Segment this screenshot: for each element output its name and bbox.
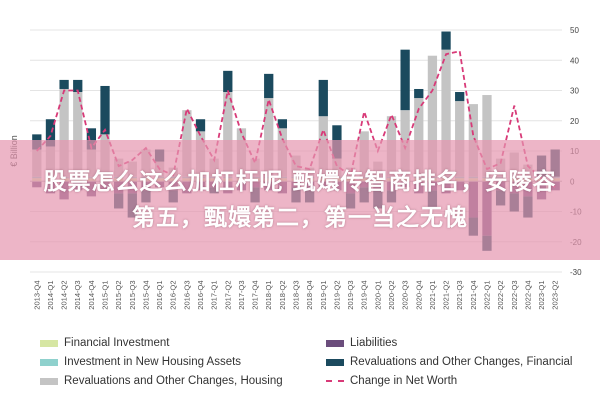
legend-label: Revaluations and Other Changes, Housing <box>64 375 283 387</box>
net-worth-line <box>36 50 556 189</box>
x-tick-label: 2014-Q4 <box>87 281 96 310</box>
legend-item-revaluations-financial: Revaluations and Other Changes, Financia… <box>326 356 572 368</box>
legend-item-investment-new-housing: Investment in New Housing Assets <box>40 356 241 368</box>
x-tick-label: 2022-Q1 <box>482 281 491 310</box>
legend-swatch <box>326 339 344 347</box>
legend-item-liabilities: Liabilities <box>326 337 397 349</box>
x-tick-label: 2019-Q1 <box>319 281 328 310</box>
x-tick-label: 2020-Q4 <box>414 281 423 310</box>
bar-revaluations-and-other-changes-financial <box>73 79 83 93</box>
x-tick-label: 2014-Q2 <box>60 281 69 310</box>
x-tick-label: 2019-Q2 <box>332 281 341 310</box>
legend-swatch <box>40 377 58 385</box>
overlay-text-line-2: 第五，甄嬛第二，第一当之无愧 <box>132 205 468 231</box>
bar-revaluations-and-other-changes-financial <box>441 31 451 50</box>
x-tick-label: 2018-Q1 <box>264 281 273 310</box>
y-tick-label: -30 <box>570 268 582 277</box>
x-tick-label: 2019-Q4 <box>360 281 369 310</box>
bar-revaluations-and-other-changes-housing <box>441 49 451 177</box>
x-tick-label: 2018-Q2 <box>278 281 287 310</box>
bar-revaluations-and-other-changes-housing <box>59 88 69 177</box>
y-tick-label: 30 <box>570 87 579 96</box>
legend-swatch <box>40 358 58 366</box>
bar-revaluations-and-other-changes-financial <box>59 79 69 89</box>
x-tick-label: 2021-Q3 <box>455 281 464 310</box>
x-tick-label: 2016-Q3 <box>182 281 191 310</box>
legend-item-change-net-worth: Change in Net Worth <box>326 375 457 387</box>
x-tick-label: 2022-Q2 <box>496 280 505 309</box>
legend-swatch <box>40 339 58 347</box>
bar-revaluations-and-other-changes-financial <box>86 128 97 150</box>
x-tick-label: 2015-Q1 <box>101 281 110 310</box>
legend-label: Change in Net Worth <box>350 375 458 387</box>
legend-swatch <box>326 358 344 366</box>
x-tick-label: 2021-Q1 <box>428 281 437 310</box>
bar-revaluations-and-other-changes-financial <box>100 85 110 135</box>
bar-revaluations-and-other-changes-financial <box>318 79 328 117</box>
bar-revaluations-and-other-changes-housing <box>482 95 492 177</box>
legend-line-sample <box>326 380 344 382</box>
x-tick-label: 2016-Q1 <box>155 281 164 310</box>
legend-label: Revaluations and Other Changes, Financia… <box>350 356 573 368</box>
legend-label: Investment in New Housing Assets <box>64 356 242 368</box>
x-tick-label: 2017-Q1 <box>210 281 219 310</box>
x-tick-label: 2023-Q1 <box>537 281 546 310</box>
bar-revaluations-and-other-changes-financial <box>264 73 274 99</box>
bar-revaluations-and-other-changes-financial <box>400 49 410 111</box>
x-tick-label: 2015-Q2 <box>114 281 123 310</box>
bar-revaluations-and-other-changes-housing <box>73 92 83 177</box>
x-tick-label: 2020-Q1 <box>373 281 382 310</box>
legend-item-financial-investment: Financial Investment <box>40 337 169 349</box>
bar-revaluations-and-other-changes-housing <box>223 92 233 177</box>
x-tick-label: 2017-Q3 <box>237 281 246 310</box>
y-tick-label: 40 <box>570 56 579 65</box>
x-tick-label: 2022-Q4 <box>523 281 532 310</box>
chart-legend: Financial Investment Investment in New H… <box>40 334 600 394</box>
bar-revaluations-and-other-changes-financial <box>195 119 206 132</box>
x-tick-label: 2018-Q4 <box>305 281 314 310</box>
bar-revaluations-and-other-changes-housing <box>264 98 274 177</box>
x-tick-label: 2017-Q4 <box>251 281 260 310</box>
x-tick-label: 2015-Q3 <box>128 281 137 310</box>
x-tick-label: 2020-Q2 <box>387 281 396 310</box>
x-tick-label: 2023-Q2 <box>551 281 560 310</box>
bar-revaluations-and-other-changes-financial <box>277 119 287 129</box>
x-tick-label: 2016-Q4 <box>196 281 205 310</box>
bar-revaluations-and-other-changes-housing <box>427 55 438 177</box>
legend-label: Financial Investment <box>64 337 170 349</box>
bar-revaluations-and-other-changes-financial <box>414 88 424 99</box>
x-tick-label: 2013-Q4 <box>32 281 41 310</box>
bar-revaluations-and-other-changes-housing <box>414 98 424 177</box>
x-tick-label: 2015-Q4 <box>141 281 150 310</box>
bar-revaluations-and-other-changes-financial <box>223 70 233 93</box>
bar-revaluations-and-other-changes-financial <box>455 92 465 102</box>
x-tick-label: 2016-Q2 <box>169 281 178 310</box>
x-tick-label: 2021-Q4 <box>469 281 478 310</box>
x-tick-label: 2014-Q3 <box>73 281 82 310</box>
x-tick-label: 2022-Q3 <box>510 281 519 310</box>
bar-revaluations-and-other-changes-financial <box>45 119 56 147</box>
overlay-banner: 股票怎么这么加杠杆呢 甄嬛传智商排名，安陵容 第五，甄嬛第二，第一当之无愧 <box>0 140 600 260</box>
y-tick-label: 50 <box>570 26 579 35</box>
x-tick-label: 2017-Q2 <box>223 281 232 310</box>
x-tick-label: 2020-Q3 <box>401 281 410 310</box>
bar-revaluations-and-other-changes-housing <box>455 101 465 177</box>
legend-label: Liabilities <box>350 337 398 349</box>
x-tick-label: 2014-Q1 <box>46 281 55 310</box>
legend-item-revaluations-housing: Revaluations and Other Changes, Housing <box>40 375 283 387</box>
y-tick-label: 20 <box>570 117 579 126</box>
x-tick-label: 2021-Q2 <box>442 281 451 310</box>
x-tick-label: 2019-Q3 <box>346 281 355 310</box>
overlay-text-line-1: 股票怎么这么加杠杆呢 甄嬛传智商排名，安陵容 <box>43 169 557 195</box>
x-tick-label: 2018-Q3 <box>292 281 301 310</box>
